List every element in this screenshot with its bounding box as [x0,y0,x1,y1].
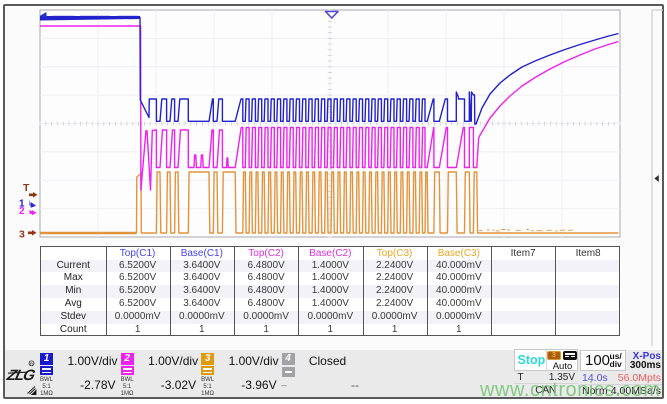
svg-text:3: 3 [19,229,25,241]
svg-text:1: 1 [19,199,25,210]
svg-text:2: 2 [19,206,25,217]
svg-text:R: R [30,361,34,366]
svg-text:T: T [23,182,30,194]
svg-text:ZLG: ZLG [6,367,37,384]
